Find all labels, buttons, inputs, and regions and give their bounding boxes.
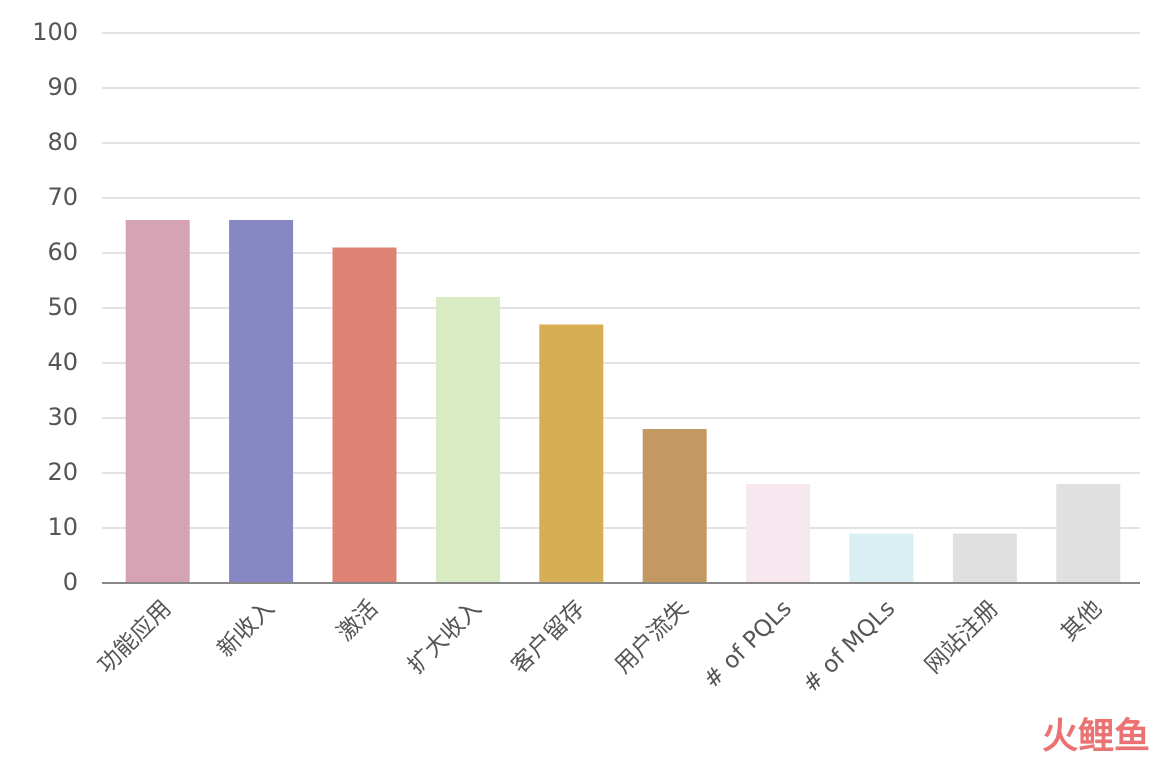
bar	[332, 247, 397, 583]
watermark: 火鲤鱼	[1042, 716, 1150, 757]
x-tick-label: 扩大收入	[403, 595, 486, 678]
y-tick-label: 10	[47, 513, 78, 541]
bar	[642, 429, 707, 583]
bar	[952, 533, 1017, 583]
x-tick-label: 用户流失	[610, 595, 693, 678]
bar	[125, 220, 190, 583]
x-tick-label: 网站注册	[920, 595, 1003, 678]
bar	[849, 533, 914, 583]
y-tick-label: 0	[63, 568, 78, 596]
x-tick-label: 客户留存	[507, 595, 590, 678]
y-tick-label: 90	[47, 73, 78, 101]
y-tick-label: 20	[47, 458, 78, 486]
y-tick-label: 30	[47, 403, 78, 431]
x-tick-label: 激活	[332, 595, 383, 646]
y-tick-label: 100	[32, 18, 78, 46]
x-tick-label: 新收入	[213, 595, 280, 662]
x-tick-label: # of MQLs	[798, 595, 900, 697]
bar	[539, 324, 604, 583]
y-tick-label: 80	[47, 128, 78, 156]
x-tick-label: # of PQLs	[699, 595, 797, 693]
x-tick-label: 功能应用	[93, 595, 176, 678]
bar	[746, 484, 811, 583]
y-tick-label: 60	[47, 238, 78, 266]
y-tick-label: 40	[47, 348, 78, 376]
bar	[435, 297, 500, 583]
bar	[229, 220, 294, 583]
y-tick-label: 50	[47, 293, 78, 321]
bar	[1056, 484, 1121, 583]
y-tick-label: 70	[47, 183, 78, 211]
x-tick-label: 其他	[1056, 595, 1107, 646]
